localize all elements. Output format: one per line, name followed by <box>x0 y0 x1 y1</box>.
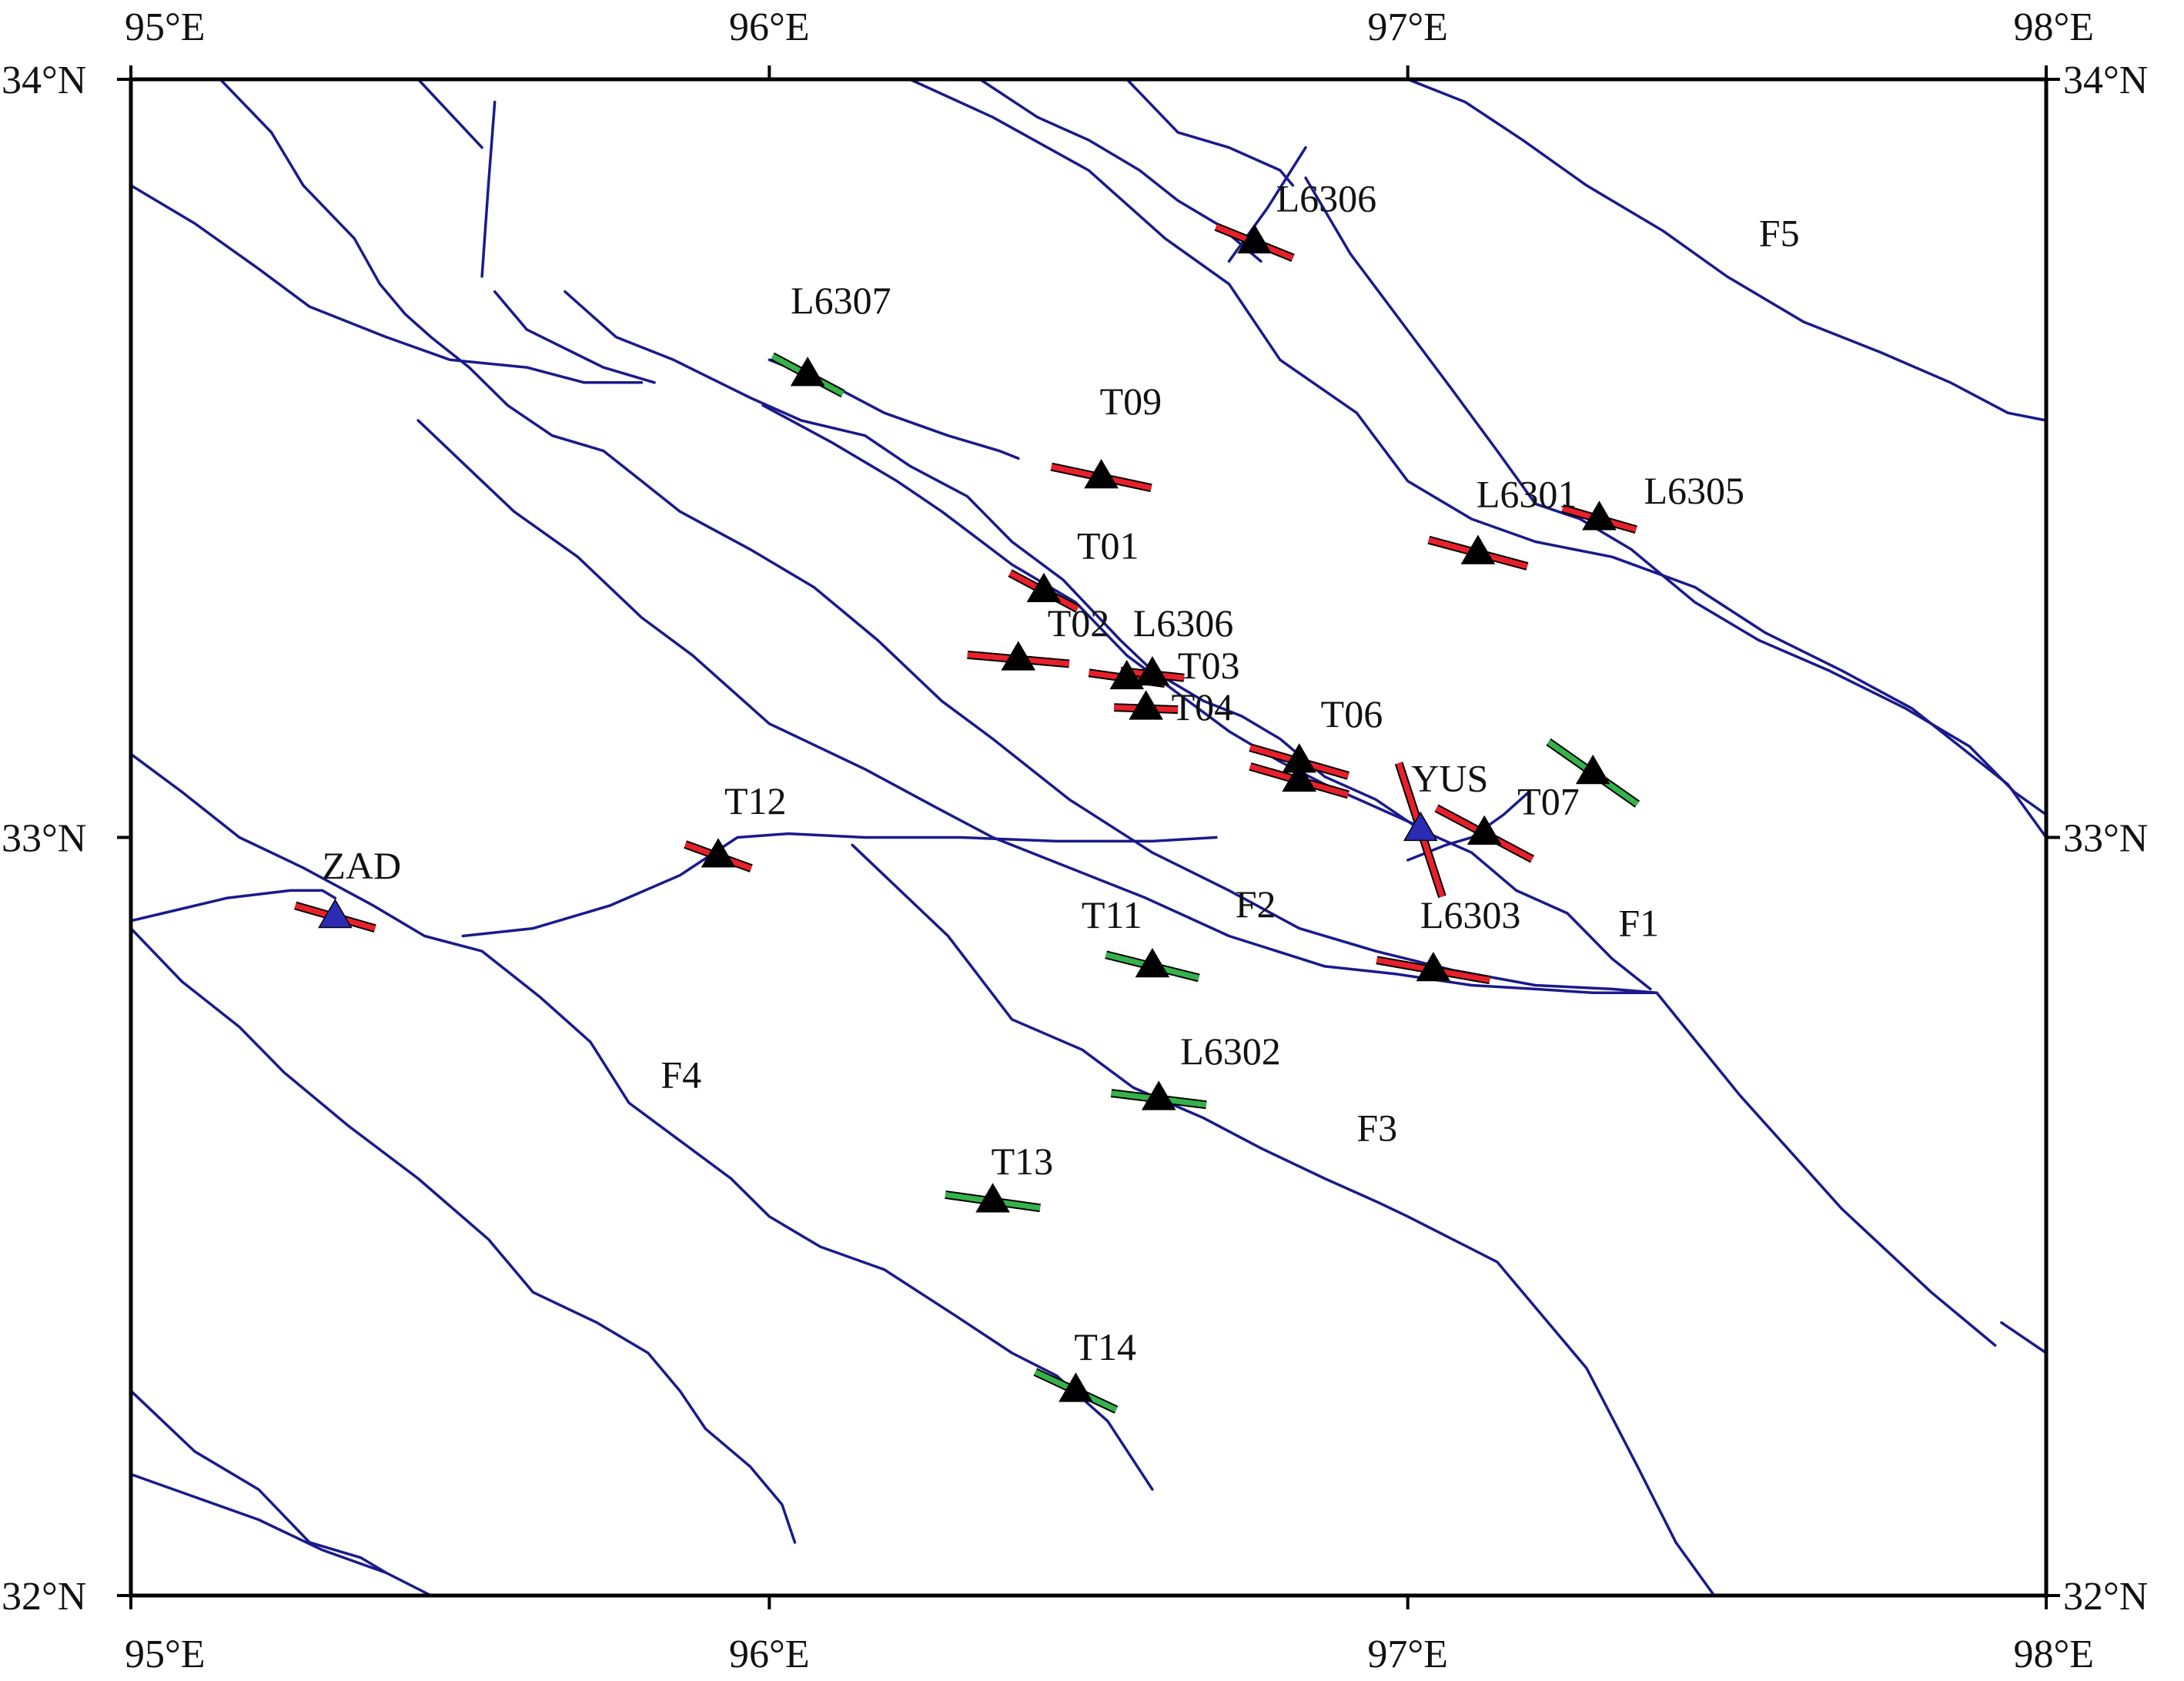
fault-line-4 <box>129 752 1154 1491</box>
lon-label-bottom: 96°E <box>729 1632 810 1676</box>
lon-label-bottom: 97°E <box>1367 1632 1448 1676</box>
axis-ticks <box>117 65 2060 1609</box>
lat-label-right: 33°N <box>2063 817 2148 861</box>
fault-line-16 <box>493 290 656 384</box>
fault-label-f4: F4 <box>661 1053 701 1096</box>
station-markers <box>318 223 1617 1402</box>
station-label-t03-8: T03 <box>1178 644 1240 687</box>
fault-line-14 <box>1406 78 2048 422</box>
station-label-t06-10: T06 <box>1321 692 1383 735</box>
station-label-t02-6: T02 <box>1048 601 1110 645</box>
station-label-t01-5: T01 <box>1077 524 1139 568</box>
lon-label-bottom: 98°E <box>2013 1632 2094 1676</box>
station-label-l6303-18: L6303 <box>1420 893 1521 936</box>
station-triangle-icon-t07-14 <box>1467 815 1502 846</box>
fault-label-f1: F1 <box>1618 901 1659 944</box>
lat-label-right: 32°N <box>2063 1575 2148 1619</box>
fault-line-8 <box>851 843 1716 1597</box>
station-triangle-icon-l6302-19 <box>1141 1080 1176 1110</box>
station-triangle-icon-unnamed-11 <box>1282 762 1316 792</box>
station-label-l6301-3: L6301 <box>1477 472 1577 515</box>
station-triangle-icon-l6301-3 <box>1460 534 1496 564</box>
station-triangle-icon-l6306-0 <box>1237 223 1272 254</box>
station-triangle-icon-unnamed-12 <box>1575 755 1610 785</box>
station-triangle-icon-l6306-7 <box>1109 659 1145 690</box>
station-label-l6305-4: L6305 <box>1644 469 1744 512</box>
station-triangle-icon-zad-16 <box>318 899 353 929</box>
station-triangle-icon-t02-6 <box>1001 641 1036 671</box>
fault-line-3 <box>416 419 1997 1347</box>
fault-lines <box>129 78 2048 1597</box>
fault-line-22 <box>1227 146 1307 263</box>
lon-label-top: 98°E <box>2013 5 2094 49</box>
station-triangle-icon-t14-21 <box>1059 1372 1093 1402</box>
fault-line-2 <box>219 78 1658 995</box>
fault-line-6 <box>129 889 337 923</box>
station-triangle-icon-l6307-1 <box>790 357 825 387</box>
fault-line-9 <box>129 1389 388 1575</box>
lon-label-top: 96°E <box>729 5 810 49</box>
station-triangle-icon-yus-13 <box>1403 811 1438 842</box>
station-triangle-icon-t13-20 <box>975 1183 1010 1213</box>
station-label-t07-14: T07 <box>1517 780 1580 823</box>
station-label-t09-2: T09 <box>1100 380 1162 423</box>
fault-line-13 <box>1125 78 1295 187</box>
station-label-l6302-19: L6302 <box>1180 1030 1281 1073</box>
fault-line-24 <box>2000 1321 2048 1355</box>
fault-line-20 <box>416 78 483 149</box>
fault-label-f5: F5 <box>1759 212 1800 255</box>
lon-label-top: 95°E <box>125 5 206 49</box>
fault-label-f3: F3 <box>1356 1106 1397 1149</box>
station-label-t12-15: T12 <box>724 779 787 822</box>
station-label-t13-20: T13 <box>992 1140 1054 1183</box>
fault-line-12 <box>978 78 1263 263</box>
lat-label-right: 34°N <box>2063 59 2148 102</box>
station-triangle-icon-t11-17 <box>1135 948 1170 978</box>
fault-line-10 <box>129 1472 433 1597</box>
station-label-l6307-1: L6307 <box>791 279 891 322</box>
station-triangle-icon-l6303-18 <box>1416 951 1451 982</box>
station-label-t14-21: T14 <box>1074 1325 1136 1368</box>
fault-line-15 <box>1304 176 2048 816</box>
station-triangle-icon-l6305-4 <box>1582 501 1617 531</box>
station-triangle-icon-t03-8 <box>1135 656 1170 686</box>
fault-label-f2: F2 <box>1236 882 1276 926</box>
station-label-t04-9: T04 <box>1172 685 1234 728</box>
station-triangle-icon-t09-2 <box>1084 459 1119 489</box>
lon-label-bottom: 95°E <box>125 1632 206 1676</box>
station-label-l6306-7: L6306 <box>1133 601 1234 645</box>
lat-label-left: 32°N <box>2 1575 86 1619</box>
station-triangle-icon-t12-15 <box>701 838 736 868</box>
lat-label-left: 34°N <box>2 59 86 102</box>
station-label-t11-17: T11 <box>1082 893 1142 936</box>
fault-line-21 <box>480 100 497 278</box>
fault-line-1 <box>129 184 644 384</box>
station-label-zad-16: ZAD <box>322 844 401 887</box>
station-triangle-icon-t01-5 <box>1026 572 1062 602</box>
fault-line-7 <box>461 832 1218 938</box>
fault-line-5 <box>129 926 797 1544</box>
fault-line-11 <box>908 78 2048 839</box>
lat-label-left: 33°N <box>2 817 86 861</box>
lon-label-top: 97°E <box>1367 5 1448 49</box>
station-triangle-icon-t04-9 <box>1129 690 1163 720</box>
station-label-yus-13: YUS <box>1411 757 1488 800</box>
station-label-l6306-0: L6306 <box>1276 177 1377 220</box>
